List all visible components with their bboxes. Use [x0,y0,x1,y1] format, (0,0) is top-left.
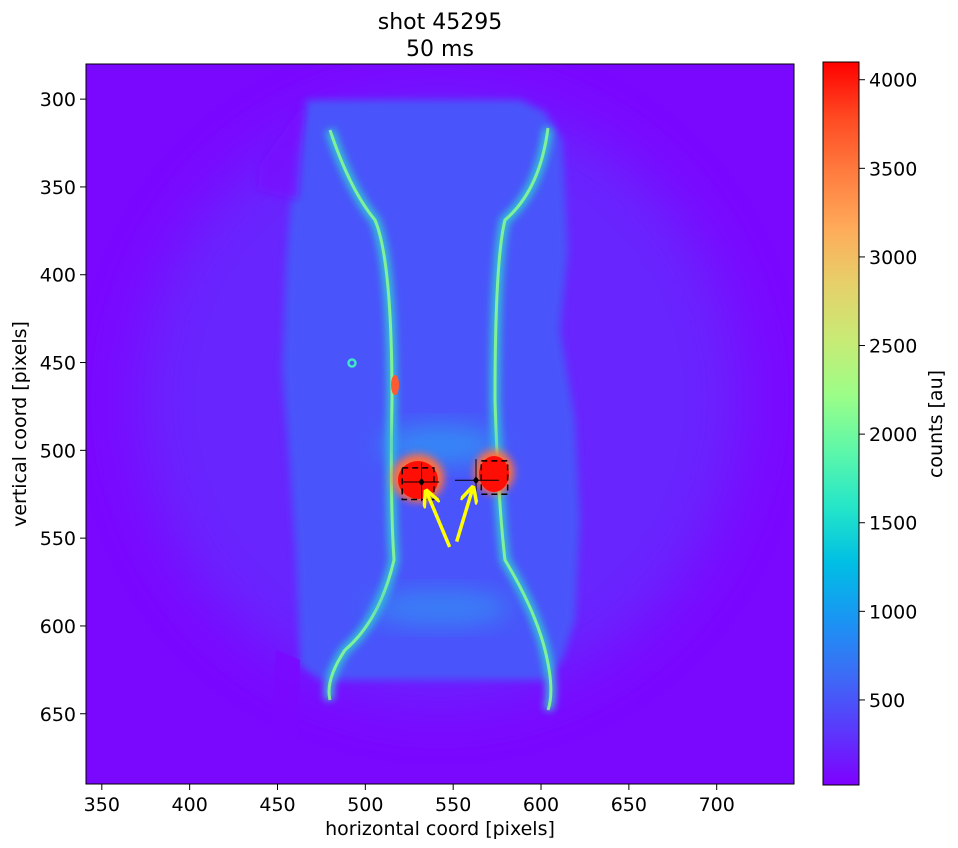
x-axis-label: horizontal coord [pixels] [325,818,555,840]
colorbar-ticks: 500 1000 1500 2000 2500 3000 3500 4000 [859,70,917,712]
colorbar-tick-label: 1000 [869,601,917,623]
overlay-markers [401,459,509,548]
x-tick-label: 350 [84,794,120,816]
y-tick-label: 550 [40,528,76,550]
colorbar: 500 1000 1500 2000 2500 3000 3500 4000 [822,61,917,786]
x-tick-label: 450 [259,794,295,816]
x-tick-label: 400 [172,794,208,816]
y-axis-label: vertical coord [pixels] [9,321,31,527]
colorbar-tick-label: 500 [869,690,905,712]
y-tick-label: 600 [40,616,76,638]
y-tick-label: 400 [40,265,76,287]
colorbar-tick-label: 2500 [869,336,917,358]
spot-box [480,460,509,495]
y-axis: 300 350 400 450 500 550 600 650 [40,89,86,726]
y-tick-label: 350 [40,177,76,199]
colorbar-tick-label: 4000 [869,70,917,92]
y-tick-label: 450 [40,353,76,375]
heatmap-image [86,64,794,784]
colorbar-tick-label: 3000 [869,247,917,269]
x-tick-label: 650 [611,794,647,816]
colorbar-label: counts [au] [925,370,947,478]
y-tick-label: 500 [40,440,76,462]
x-axis: 350 400 450 500 550 600 650 700 [84,784,735,816]
y-tick-label: 650 [40,704,76,726]
y-tick-label: 300 [40,89,76,111]
colorbar-bar [822,61,860,786]
colorbar-tick-label: 2000 [869,424,917,446]
x-tick-label: 550 [435,794,471,816]
spot-box [401,467,435,501]
x-tick-label: 500 [347,794,383,816]
spot-marker-left-spot [401,462,440,502]
colorbar-tick-label: 3500 [869,158,917,180]
annotation-arrow [455,489,473,543]
x-tick-label: 600 [523,794,559,816]
spot-center-point [473,476,480,485]
plot-frame [85,63,795,785]
spot-center-point [418,477,425,486]
annotation-arrow [427,492,452,548]
chart-title-line-1: shot 45295 [378,10,502,35]
colorbar-tick-label: 1500 [869,513,917,535]
x-tick-label: 700 [699,794,735,816]
chart-title-line-2: 50 ms [406,37,474,62]
